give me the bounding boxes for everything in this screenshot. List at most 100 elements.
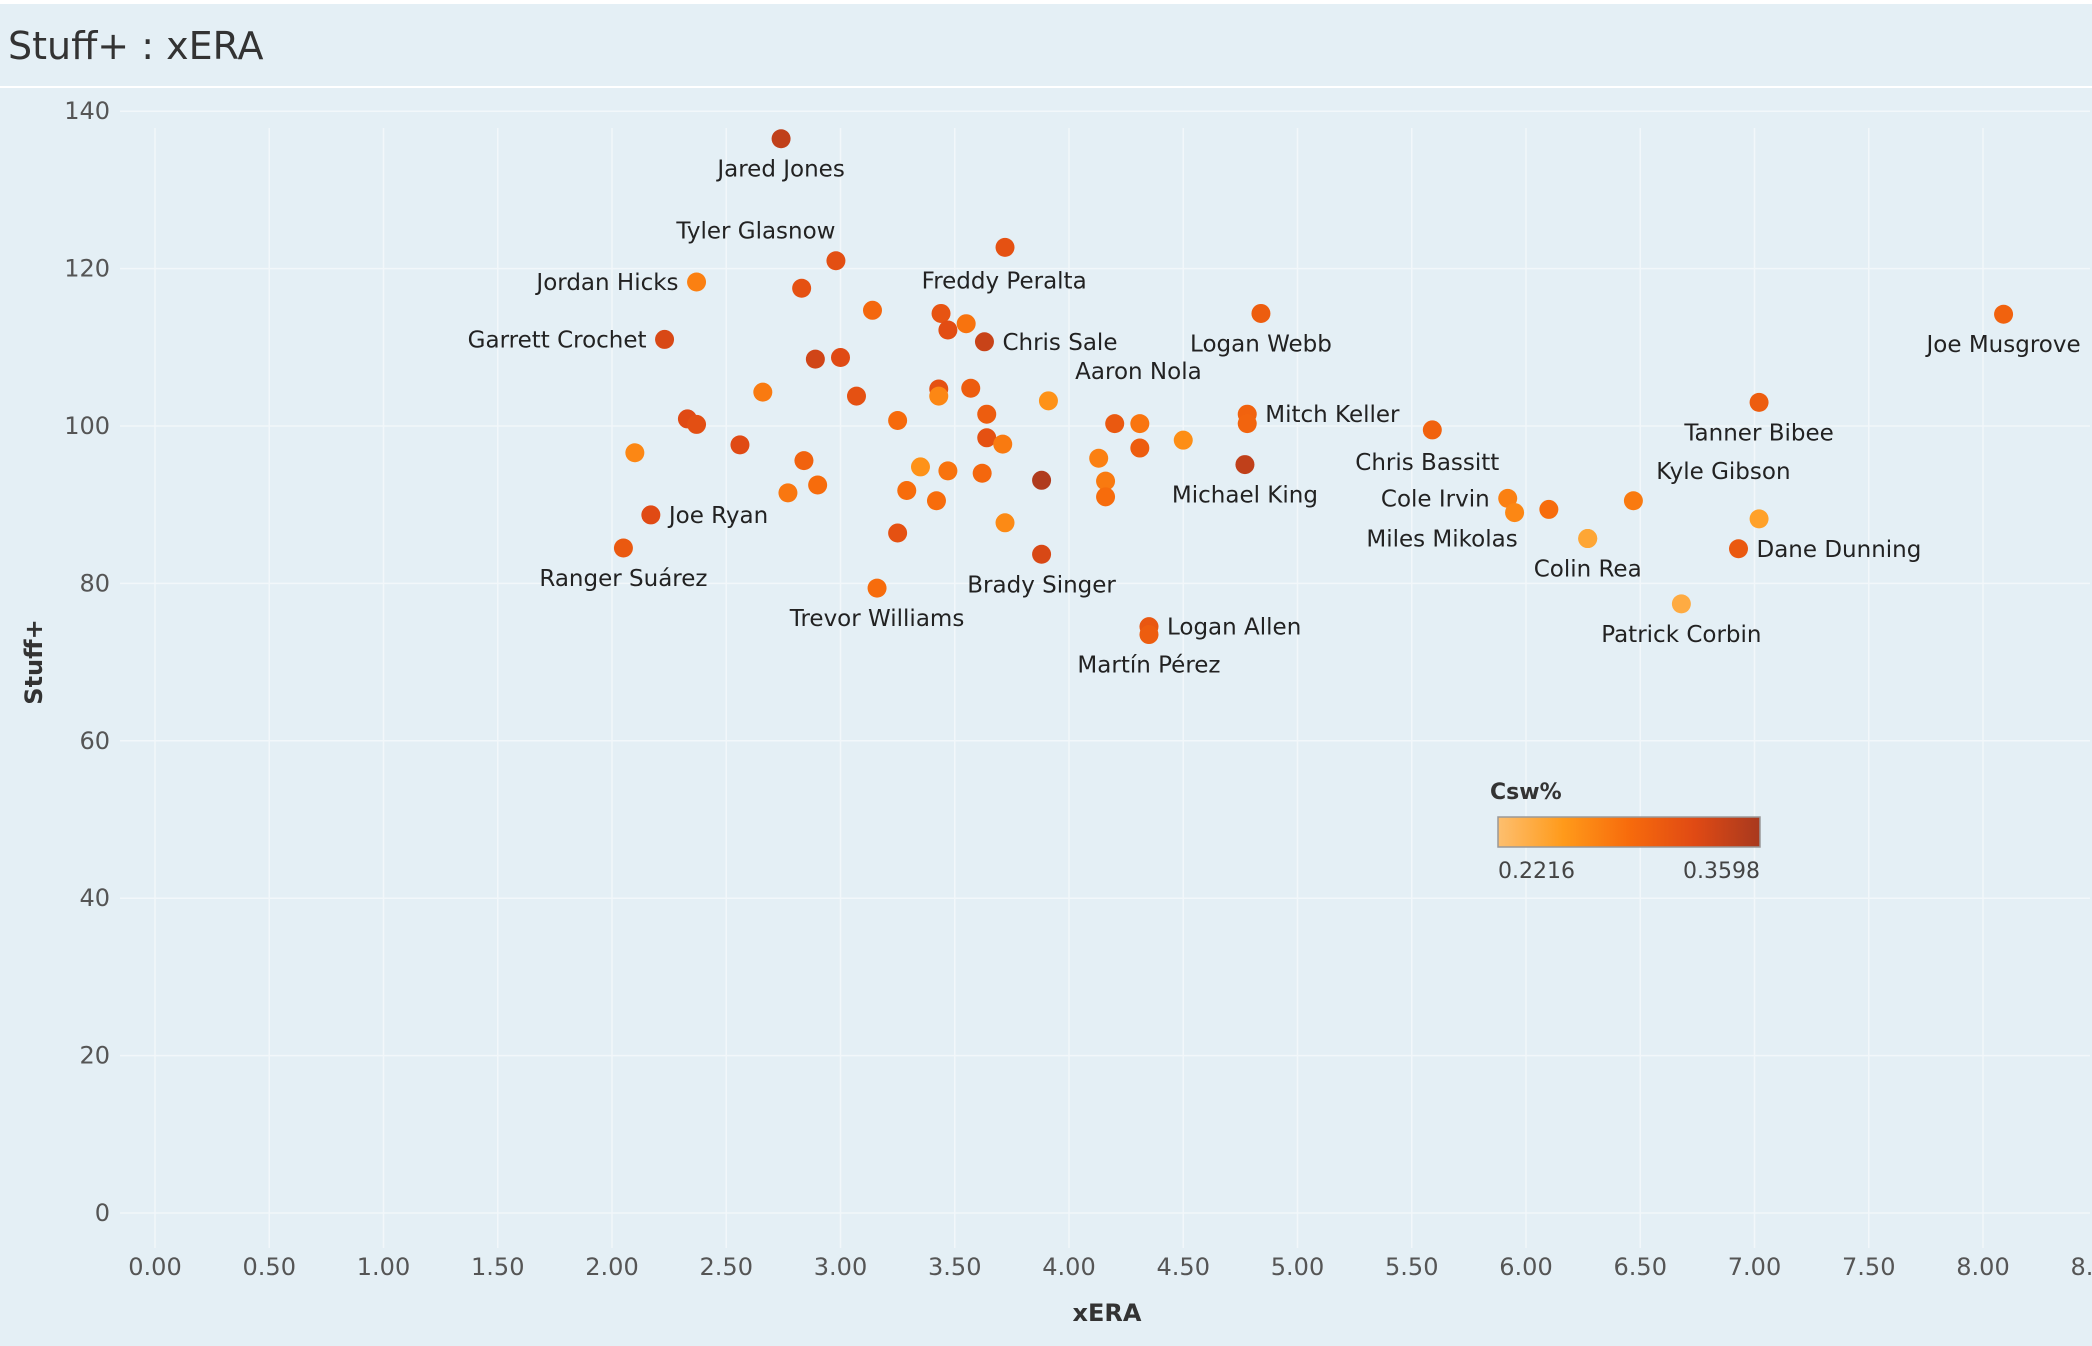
data-point[interactable] [826, 251, 846, 271]
data-point[interactable] [1130, 438, 1150, 458]
data-point[interactable] [1729, 539, 1749, 559]
point-label: Joe Ryan [667, 503, 768, 529]
data-point[interactable] [1994, 304, 2014, 324]
data-point[interactable] [1089, 448, 1109, 468]
data-point[interactable] [931, 303, 951, 323]
scatter-chart: Jared Jones Tyler Glasnow Freddy Peralta Jo… [20, 97, 2092, 1327]
data-point[interactable] [1749, 509, 1769, 529]
data-point[interactable] [977, 404, 997, 424]
point-label: Aaron Nola [1075, 359, 1202, 385]
data-point[interactable] [867, 578, 887, 598]
y-tick-label: 20 [79, 1042, 110, 1070]
data-point[interactable] [974, 332, 994, 352]
point-label: Jared Jones [715, 157, 844, 183]
data-point[interactable] [1539, 499, 1559, 519]
data-point[interactable] [778, 483, 798, 503]
data-point[interactable] [613, 538, 633, 558]
data-point[interactable] [794, 451, 814, 471]
point-label: Joe Musgrove [1925, 332, 2081, 358]
data-point[interactable] [1498, 488, 1518, 508]
points [613, 129, 2014, 645]
data-point[interactable] [972, 463, 992, 483]
point-label: Tanner Bibee [1683, 420, 1833, 446]
point-label: Cole Irvin [1381, 486, 1490, 512]
data-point[interactable] [862, 300, 882, 320]
data-point[interactable] [1578, 529, 1598, 549]
y-tick-label: 100 [64, 412, 110, 440]
x-tick-label: 6.00 [1499, 1253, 1552, 1281]
data-point[interactable] [977, 428, 997, 448]
data-point[interactable] [1130, 414, 1150, 434]
axis-ticks: 0.00 0.50 1.00 1.50 2.00 2.50 3.00 3.50 4.00 4.50… [64, 97, 2092, 1281]
data-point[interactable] [995, 513, 1015, 533]
legend-min-label: 0.2216 [1498, 859, 1575, 884]
data-point[interactable] [771, 129, 791, 149]
y-tick-label: 60 [79, 727, 110, 755]
x-tick-label: 4.50 [1157, 1253, 1210, 1281]
point-label: Martín Pérez [1077, 653, 1220, 679]
point-label: Miles Mikolas [1366, 527, 1517, 553]
data-point[interactable] [753, 382, 773, 402]
y-tick-label: 80 [79, 569, 110, 597]
data-point[interactable] [1251, 303, 1271, 323]
data-point[interactable] [1032, 544, 1052, 564]
data-point[interactable] [687, 414, 707, 434]
data-point[interactable] [926, 491, 946, 511]
data-point[interactable] [1237, 414, 1257, 434]
data-point[interactable] [792, 278, 812, 298]
data-point[interactable] [1235, 455, 1255, 475]
point-label: Jordan Hicks [534, 270, 678, 296]
data-point[interactable] [808, 475, 828, 495]
data-point[interactable] [1671, 594, 1691, 614]
data-point[interactable] [888, 523, 908, 543]
data-point[interactable] [1096, 471, 1116, 491]
data-point[interactable] [1505, 503, 1525, 523]
legend-gradient-bar [1497, 816, 1761, 848]
x-tick-label: 2.00 [585, 1253, 638, 1281]
data-point[interactable] [1139, 625, 1159, 645]
data-point[interactable] [1032, 470, 1052, 490]
data-point[interactable] [1038, 391, 1058, 411]
x-tick-label: 6.50 [1614, 1253, 1667, 1281]
data-point[interactable] [961, 378, 981, 398]
data-point[interactable] [655, 329, 675, 349]
point-label: Trevor Williams [789, 606, 965, 632]
data-point[interactable] [929, 386, 949, 406]
data-point[interactable] [805, 349, 825, 369]
x-tick-label: 7.00 [1728, 1253, 1781, 1281]
data-point[interactable] [846, 386, 866, 406]
point-label: Patrick Corbin [1601, 622, 1761, 648]
point-label: Kyle Gibson [1656, 459, 1790, 485]
data-point[interactable] [956, 314, 976, 334]
grid [120, 110, 2090, 1248]
data-point[interactable] [730, 435, 750, 455]
data-point[interactable] [995, 237, 1015, 257]
point-label: Michael King [1172, 483, 1318, 509]
data-point[interactable] [1173, 430, 1193, 450]
point-label: Dane Dunning [1757, 537, 1922, 563]
point-label: Freddy Peralta [922, 268, 1087, 294]
data-point[interactable] [625, 443, 645, 463]
point-label: Colin Rea [1534, 557, 1642, 583]
data-point[interactable] [888, 410, 908, 430]
point-label: Mitch Keller [1265, 402, 1400, 428]
x-tick-label: 1.00 [357, 1253, 410, 1281]
data-point[interactable] [1096, 487, 1116, 507]
data-point[interactable] [687, 272, 707, 292]
legend-title: Csw% [1490, 780, 1562, 805]
data-point[interactable] [1422, 420, 1442, 440]
data-point[interactable] [1623, 491, 1643, 511]
data-point[interactable] [1749, 392, 1769, 412]
data-point[interactable] [938, 320, 958, 340]
data-point[interactable] [897, 481, 917, 501]
data-point[interactable] [938, 461, 958, 481]
x-tick-label: 8.50 [2071, 1253, 2092, 1281]
data-point[interactable] [641, 505, 661, 525]
x-tick-label: 3.00 [814, 1253, 867, 1281]
x-tick-label: 5.50 [1385, 1253, 1438, 1281]
data-point[interactable] [831, 348, 850, 368]
data-point[interactable] [993, 434, 1013, 454]
point-labels: Jared Jones Tyler Glasnow Freddy Peralta Jo… [468, 157, 2081, 679]
data-point[interactable] [910, 457, 930, 477]
data-point[interactable] [1105, 414, 1125, 434]
